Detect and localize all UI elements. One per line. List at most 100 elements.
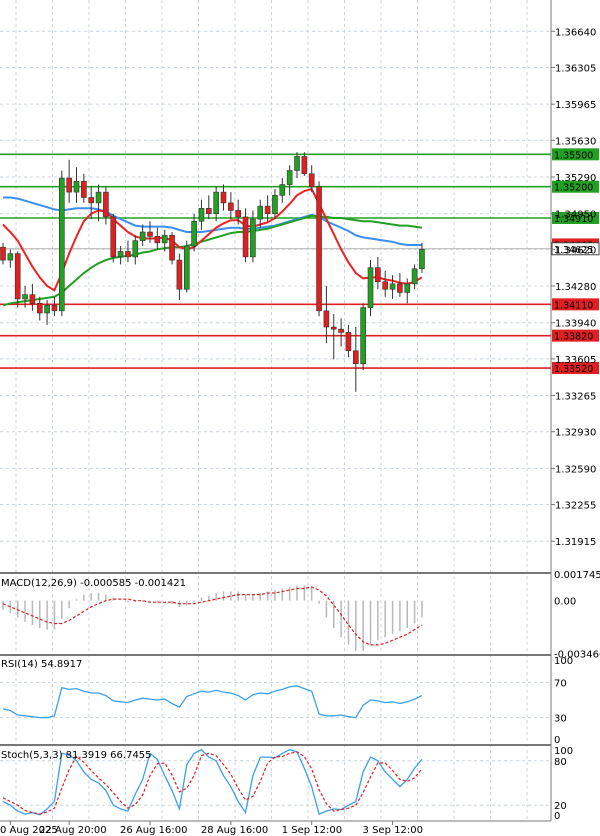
level-tag	[552, 298, 599, 311]
level-label: 1.33820	[554, 332, 593, 343]
bull-candle	[22, 294, 28, 300]
macd-label: MACD(12,26,9) -0.000585 -0.001421	[1, 578, 186, 589]
bear-candle	[0, 246, 6, 261]
bull-candle	[294, 156, 300, 171]
bear-candle	[147, 231, 153, 237]
macd-y-label: -0.003466	[554, 649, 600, 660]
bear-candle	[220, 191, 227, 204]
level-label: 1.34110	[554, 300, 593, 311]
x-tick-label: 22 Aug 20:00	[39, 825, 106, 836]
y-tick-label: 1.36640	[555, 27, 596, 38]
bear-candle	[169, 234, 175, 261]
bear-candle	[206, 207, 212, 214]
bear-candle	[323, 310, 330, 328]
grid	[0, 0, 551, 821]
bull-candle	[191, 220, 197, 247]
y-tick-label: 1.35630	[555, 136, 596, 147]
y-tick-label: 1.31915	[555, 537, 596, 548]
x-tick-label: 26 Aug 16:00	[120, 825, 187, 836]
bull-candle	[198, 207, 205, 222]
stoch-k-line	[2, 748, 423, 816]
bear-candle	[308, 173, 315, 188]
rsi-label: RSI(14) 54.8917	[1, 659, 82, 670]
bear-candle	[338, 328, 344, 333]
level-label: 1.35200	[554, 183, 593, 194]
bull-candle	[139, 231, 146, 241]
bear-candle	[330, 326, 337, 330]
axes: 1.36640 1.36305 1.35965 1.35630 1.35290 1.349…	[0, 27, 600, 836]
bull-candle	[411, 268, 418, 285]
y-tick-label: 1.33605	[555, 355, 596, 366]
level-tag	[552, 362, 599, 375]
bear-candle	[29, 294, 36, 304]
bear-candle	[301, 156, 308, 175]
bull-candle	[7, 253, 14, 261]
bull-candle	[279, 184, 286, 196]
bear-candle	[88, 197, 94, 204]
bear-candle	[228, 202, 234, 211]
stoch-y-label: 80	[554, 757, 567, 768]
stoch-y-label: 20	[554, 801, 567, 812]
bear-candle	[14, 253, 21, 300]
y-tick-label: 1.34280	[555, 282, 596, 293]
stoch-label: Stoch(5,3,3) 81.3919 66.7455	[1, 750, 152, 761]
bull-candle	[419, 249, 425, 270]
y-tick-label: 1.33265	[555, 392, 596, 403]
rsi-y-label: 70	[554, 678, 567, 689]
x-tick-label: 1 Sep 12:00	[282, 825, 342, 836]
bear-candle	[375, 267, 381, 282]
rsi-y-label: 100	[554, 656, 573, 667]
rsi-y-label: 0	[554, 735, 560, 746]
bull-candle	[367, 267, 374, 308]
bear-candle	[103, 191, 109, 218]
bear-candle	[397, 283, 403, 293]
level-tag	[552, 329, 599, 342]
y-tick-label: 1.32255	[555, 501, 596, 512]
bear-candle	[382, 281, 389, 290]
y-tick-label: 1.34950	[555, 210, 596, 221]
level-tag	[552, 180, 599, 193]
bull-candle	[183, 245, 190, 290]
y-tick-label: 1.33940	[555, 319, 596, 330]
bear-candle	[235, 210, 241, 218]
bull-candle	[58, 177, 65, 312]
stoch-y-label: 0	[554, 811, 560, 822]
x-tick-label: 28 Aug 16:00	[201, 825, 268, 836]
y-tick-label: 1.35965	[555, 100, 596, 111]
bear-candle	[125, 251, 131, 258]
bull-candle	[213, 191, 219, 214]
level-label: 1.34910	[554, 214, 593, 225]
stoch-y-label: 100	[554, 746, 573, 757]
macd-y-label: 0.00	[554, 597, 576, 608]
bull-candle	[132, 240, 139, 258]
bull-candle	[73, 181, 80, 193]
moving-averages	[2, 187, 423, 307]
rsi-y-label: 30	[554, 714, 567, 725]
y-tick-label: 1.34620	[555, 245, 596, 256]
bear-candle	[264, 205, 271, 214]
bear-candle	[154, 236, 161, 244]
y-tick-label: 1.35290	[555, 173, 596, 184]
bull-candle	[44, 305, 50, 314]
bull-candle	[161, 234, 168, 244]
support-resistance-lines: 1.35500 1.35200 1.34910 1.34110 1.33820 1.335…	[0, 148, 600, 375]
bear-candle	[352, 350, 359, 365]
bull-candle	[404, 283, 411, 293]
level-label: 1.35500	[554, 150, 593, 161]
x-tick-label: 0 Aug 2025	[0, 825, 58, 836]
bear-candle	[110, 216, 117, 258]
candlesticks	[0, 152, 425, 392]
ma-fast-line	[2, 187, 423, 292]
macd-y-label: 0.001745	[554, 570, 600, 581]
bear-candle	[51, 305, 58, 312]
rsi-line	[2, 685, 423, 719]
y-tick-label: 1.32590	[555, 464, 596, 475]
x-tick-label: 3 Sep 12:00	[363, 825, 423, 836]
bull-candle	[272, 195, 278, 214]
current-price-tag	[551, 242, 600, 256]
bear-candle	[36, 302, 43, 314]
macd-signal-line	[2, 586, 423, 646]
level-tag	[552, 148, 599, 161]
level-label: 1.33520	[554, 364, 593, 375]
